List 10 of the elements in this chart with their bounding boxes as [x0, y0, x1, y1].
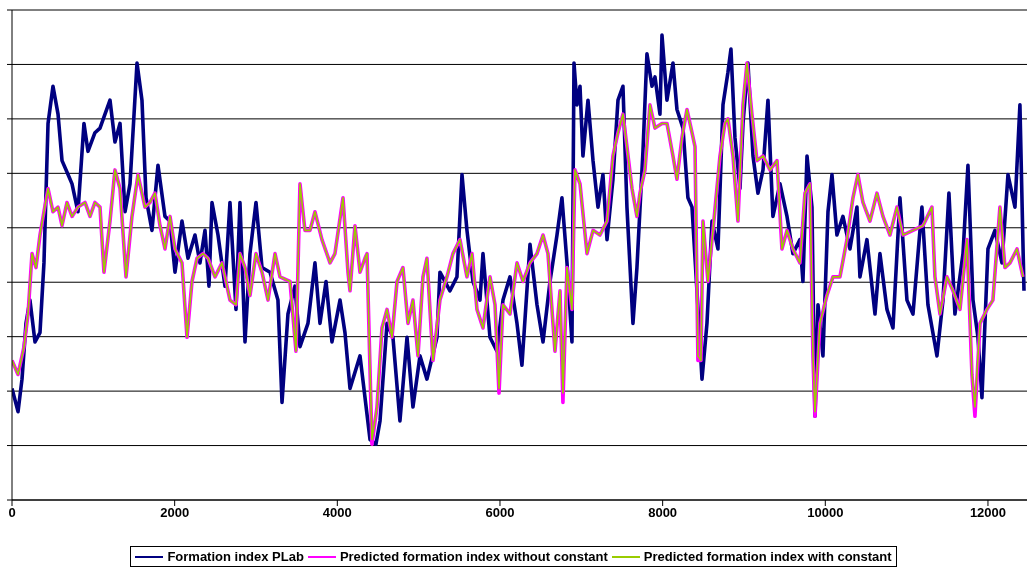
legend-label: Predicted formation index without constant [338, 549, 608, 564]
x-tick-label: 0 [8, 505, 16, 521]
x-tick-label: 6000 [485, 505, 515, 521]
x-tick-label: 12000 [969, 505, 1007, 521]
x-tick-label: 4000 [322, 505, 352, 521]
legend-label: Predicted formation index with constant [642, 549, 892, 564]
x-tick-label: 8000 [648, 505, 678, 521]
x-tick-label: 2000 [160, 505, 190, 521]
legend-label: Formation index PLab [166, 549, 304, 564]
x-tick-label: 10000 [807, 505, 844, 521]
